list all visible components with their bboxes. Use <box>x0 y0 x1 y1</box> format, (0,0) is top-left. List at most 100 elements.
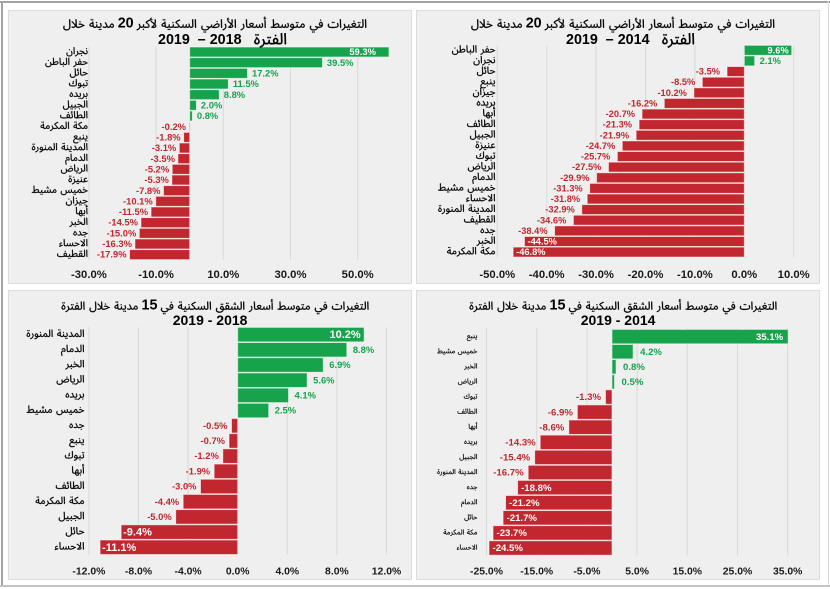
svg-text:-30.0%: -30.0% <box>71 269 107 281</box>
svg-text:–: – <box>198 32 206 48</box>
svg-text:-10.0%: -10.0% <box>138 269 174 281</box>
svg-text:-1.9%: -1.9% <box>186 465 211 476</box>
svg-text:-5.0%: -5.0% <box>147 511 172 522</box>
svg-text:2019: 2019 <box>566 32 598 48</box>
svg-text:11.5%: 11.5% <box>233 78 260 89</box>
svg-text:-15.0%: -15.0% <box>520 566 553 577</box>
svg-text:0.0%: 0.0% <box>731 269 757 281</box>
svg-text:9.6%: 9.6% <box>768 45 790 55</box>
svg-text:25.0%: 25.0% <box>723 566 752 577</box>
svg-text:-20.7%: -20.7% <box>606 109 636 119</box>
svg-text:-5.0%: -5.0% <box>573 566 600 577</box>
svg-text:-0.2%: -0.2% <box>162 121 187 132</box>
svg-text:-5.2%: -5.2% <box>145 163 170 174</box>
svg-text:-3.5%: -3.5% <box>696 67 721 77</box>
svg-text:0.8%: 0.8% <box>197 110 219 121</box>
svg-text:-10.1%: -10.1% <box>123 195 153 206</box>
svg-text:-3.1%: -3.1% <box>152 142 177 153</box>
svg-text:-8.5%: -8.5% <box>671 77 696 87</box>
svg-text:-15.0%: -15.0% <box>107 227 137 238</box>
svg-text:10.0%: 10.0% <box>778 269 810 281</box>
svg-text:-5.3%: -5.3% <box>144 174 169 185</box>
svg-text:8.0%: 8.0% <box>325 566 349 577</box>
svg-text:-16.7%: -16.7% <box>493 468 524 479</box>
svg-text:35.1%: 35.1% <box>756 332 784 343</box>
svg-text:2.0%: 2.0% <box>201 99 223 110</box>
svg-text:30.0%: 30.0% <box>274 269 306 281</box>
svg-text:-11.5%: -11.5% <box>119 206 149 217</box>
svg-text:20: 20 <box>118 16 134 32</box>
svg-text:-18.8%: -18.8% <box>521 483 552 494</box>
svg-text:-14.3%: -14.3% <box>505 437 536 448</box>
svg-text:–: – <box>606 32 614 48</box>
svg-text:-21.7%: -21.7% <box>507 513 538 524</box>
svg-text:39.5%: 39.5% <box>327 57 354 68</box>
svg-text:5.0%: 5.0% <box>625 566 649 577</box>
svg-text:10.0%: 10.0% <box>207 269 239 281</box>
svg-text:4.2%: 4.2% <box>640 347 662 358</box>
svg-text:-38.4%: -38.4% <box>518 226 548 236</box>
svg-text:-3.0%: -3.0% <box>172 481 197 492</box>
svg-text:-12.0%: -12.0% <box>72 566 105 577</box>
svg-text:-24.7%: -24.7% <box>586 141 616 151</box>
svg-text:2019 - 2014: 2019 - 2014 <box>581 312 656 328</box>
svg-text:-15.4%: -15.4% <box>500 453 531 464</box>
svg-text:-7.8%: -7.8% <box>136 185 161 196</box>
svg-text:-16.2%: -16.2% <box>628 98 658 108</box>
svg-text:-0.5%: -0.5% <box>203 420 228 431</box>
svg-text:4.0%: 4.0% <box>275 566 299 577</box>
svg-text:-8.6%: -8.6% <box>539 422 565 433</box>
svg-text:-16.3%: -16.3% <box>102 238 132 249</box>
svg-text:35.0%: 35.0% <box>773 566 802 577</box>
svg-text:-21.9%: -21.9% <box>600 130 630 140</box>
svg-text:-21.3%: -21.3% <box>603 120 633 130</box>
svg-text:-23.7%: -23.7% <box>497 528 528 539</box>
svg-text:0.8%: 0.8% <box>623 362 645 373</box>
svg-text:2.5%: 2.5% <box>275 405 297 416</box>
svg-text:-44.5%: -44.5% <box>527 237 557 247</box>
svg-text:-4.4%: -4.4% <box>155 496 180 507</box>
svg-text:8.8%: 8.8% <box>224 89 246 100</box>
svg-text:-31.8%: -31.8% <box>551 194 581 204</box>
svg-text:-50.0%: -50.0% <box>479 269 515 281</box>
svg-text:-4.0%: -4.0% <box>175 566 202 577</box>
svg-text:-27.5%: -27.5% <box>572 162 602 172</box>
svg-text:17.2%: 17.2% <box>252 67 279 78</box>
svg-text:15: 15 <box>142 298 158 314</box>
svg-text:2.1%: 2.1% <box>760 56 782 66</box>
svg-text:50.0%: 50.0% <box>342 269 374 281</box>
svg-text:5.6%: 5.6% <box>313 374 335 385</box>
svg-text:-20.0%: -20.0% <box>628 269 664 281</box>
svg-text:2018: 2018 <box>210 32 242 48</box>
svg-text:-14.5%: -14.5% <box>108 217 138 228</box>
svg-text:-29.9%: -29.9% <box>560 173 590 183</box>
svg-text:-21.2%: -21.2% <box>509 498 540 509</box>
svg-text:-1.3%: -1.3% <box>576 392 602 403</box>
svg-text:-24.5%: -24.5% <box>493 543 524 554</box>
svg-text:2014: 2014 <box>618 32 650 48</box>
svg-text:59.3%: 59.3% <box>349 46 376 57</box>
svg-text:-40.0%: -40.0% <box>529 269 565 281</box>
svg-text:-25.7%: -25.7% <box>581 152 611 162</box>
svg-text:-10.2%: -10.2% <box>657 88 687 98</box>
svg-text:-32.9%: -32.9% <box>545 205 575 215</box>
svg-text:2019: 2019 <box>158 32 190 48</box>
svg-text:0.0%: 0.0% <box>226 566 250 577</box>
svg-text:0.5%: 0.5% <box>622 377 644 388</box>
svg-text:10.2%: 10.2% <box>329 329 360 341</box>
svg-text:-25.0%: -25.0% <box>470 566 503 577</box>
svg-text:-8.0%: -8.0% <box>125 566 152 577</box>
svg-text:-34.6%: -34.6% <box>537 215 567 225</box>
svg-text:-17.9%: -17.9% <box>97 249 127 260</box>
svg-text:6.9%: 6.9% <box>329 359 351 370</box>
svg-text:20: 20 <box>526 16 542 32</box>
svg-text:-0.7%: -0.7% <box>201 435 226 446</box>
svg-text:-1.2%: -1.2% <box>194 450 219 461</box>
svg-text:8.8%: 8.8% <box>353 344 375 355</box>
svg-text:2019 - 2018: 2019 - 2018 <box>173 312 248 328</box>
svg-text:-9.4%: -9.4% <box>123 527 152 539</box>
svg-text:15.0%: 15.0% <box>673 566 702 577</box>
svg-text:-1.8%: -1.8% <box>156 131 181 142</box>
svg-text:-11.1%: -11.1% <box>102 542 136 554</box>
svg-text:-10.0%: -10.0% <box>677 269 713 281</box>
